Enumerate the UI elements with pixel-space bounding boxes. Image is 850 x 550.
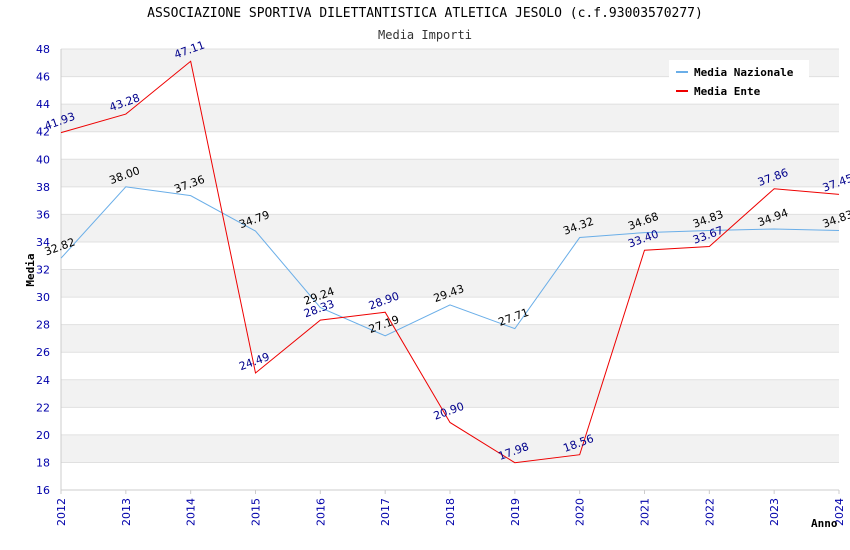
legend-label: Media Nazionale bbox=[694, 66, 794, 79]
series-lines bbox=[60, 60, 840, 464]
y-axis-label: Media bbox=[24, 253, 37, 286]
y-tick-label: 40 bbox=[36, 153, 50, 166]
legend: Media Nazionale Media Ente bbox=[669, 60, 809, 102]
y-tick-label: 26 bbox=[36, 346, 50, 359]
x-tick-labels: 2012 2013 2014 2015 2016 2017 2018 2019 2020 2021… bbox=[55, 490, 846, 526]
data-label: 24.49 bbox=[237, 350, 271, 373]
y-tick-label: 30 bbox=[36, 291, 50, 304]
x-tick-label: 2020 bbox=[574, 498, 587, 526]
x-tick-label: 2016 bbox=[314, 498, 327, 526]
grid-band bbox=[61, 324, 839, 353]
chart-title: ASSOCIAZIONE SPORTIVA DILETTANTISTICA AT… bbox=[147, 6, 703, 21]
legend-label: Media Ente bbox=[694, 85, 761, 98]
y-tick-label: 28 bbox=[36, 319, 50, 332]
grid-band bbox=[61, 104, 839, 132]
x-tick-label: 2015 bbox=[250, 498, 263, 526]
grid-band bbox=[61, 434, 839, 463]
y-tick-label: 42 bbox=[36, 126, 50, 139]
y-tick-label: 38 bbox=[36, 181, 50, 194]
y-tick-label: 44 bbox=[36, 98, 50, 111]
x-tick-label: 2018 bbox=[444, 498, 457, 526]
x-tick-label: 2023 bbox=[768, 498, 781, 526]
series-line-media-ente bbox=[60, 60, 840, 464]
y-tick-label: 16 bbox=[36, 484, 50, 497]
grid-band bbox=[61, 379, 839, 408]
y-tick-label: 32 bbox=[36, 264, 50, 277]
y-tick-labels: 16 18 20 22 24 26 28 30 32 34 36 38 40 42 44 46 48 bbox=[36, 43, 50, 497]
chart-subtitle: Media Importi bbox=[378, 28, 472, 42]
x-axis-label: Anno bbox=[811, 517, 838, 530]
grid-band bbox=[61, 269, 839, 298]
y-tick-label: 34 bbox=[36, 236, 50, 249]
y-tick-label: 46 bbox=[36, 71, 50, 84]
x-tick-label: 2019 bbox=[509, 498, 522, 526]
y-tick-label: 18 bbox=[36, 456, 50, 469]
y-tick-label: 36 bbox=[36, 208, 50, 221]
x-tick-label: 2017 bbox=[379, 498, 392, 526]
grid-band bbox=[61, 159, 839, 187]
x-tick-label: 2024 bbox=[833, 498, 846, 526]
y-tick-label: 48 bbox=[36, 43, 50, 56]
x-tick-label: 2014 bbox=[185, 498, 198, 526]
x-tick-label: 2013 bbox=[120, 498, 133, 526]
y-tick-label: 24 bbox=[36, 374, 50, 387]
grid-band bbox=[61, 214, 839, 242]
y-tick-label: 20 bbox=[36, 429, 50, 442]
legend-box bbox=[669, 60, 809, 102]
grid-bands bbox=[61, 48, 839, 491]
x-tick-label: 2021 bbox=[639, 498, 652, 526]
y-tick-label: 22 bbox=[36, 401, 50, 414]
x-tick-label: 2022 bbox=[703, 498, 716, 526]
x-tick-label: 2012 bbox=[55, 498, 68, 526]
series-line-media-nazionale bbox=[60, 186, 840, 337]
